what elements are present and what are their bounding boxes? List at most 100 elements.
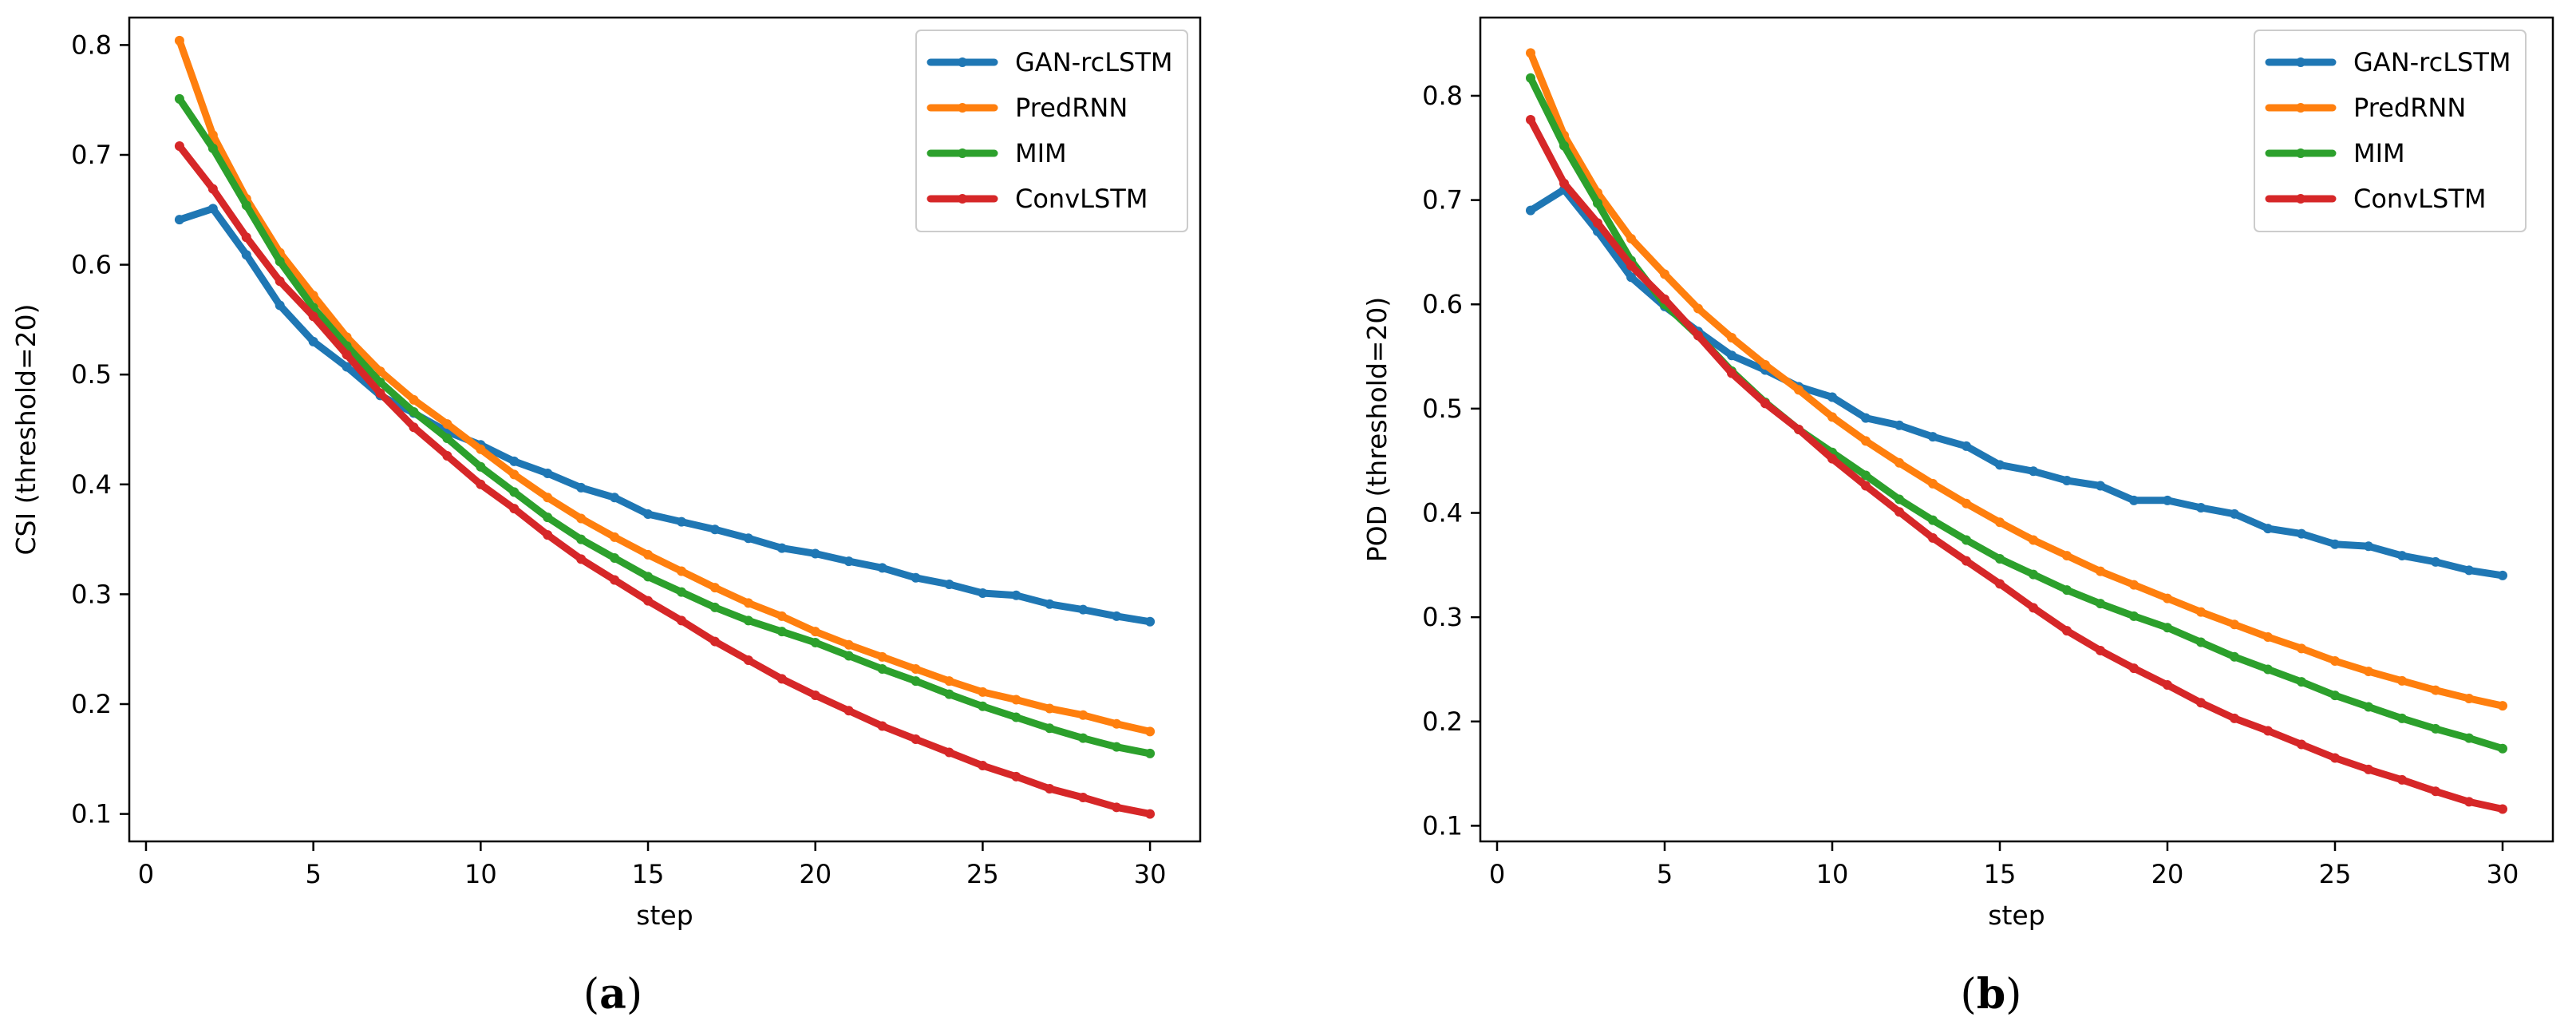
legend-a: GAN-rcLSTM PredRNN MIM ConvLSTM	[915, 30, 1188, 232]
data-point	[776, 627, 787, 637]
legend-b: GAN-rcLSTM PredRNN MIM ConvLSTM	[2254, 30, 2527, 232]
series-mim-a	[174, 93, 1156, 758]
data-point	[1078, 792, 1088, 802]
legend-marker	[2296, 103, 2305, 113]
series-gan-rclstm-a	[174, 204, 1156, 627]
data-point	[1593, 198, 1602, 208]
data-point	[2062, 551, 2072, 561]
data-point	[375, 366, 385, 377]
data-point	[1045, 783, 1055, 794]
data-point	[1827, 453, 1837, 464]
data-point	[1526, 205, 1535, 216]
data-point	[2096, 599, 2105, 609]
data-point	[911, 734, 921, 745]
data-point	[2129, 495, 2139, 505]
data-point	[2263, 726, 2273, 736]
series-line	[1527, 49, 2507, 710]
data-point	[844, 639, 854, 650]
data-point	[442, 419, 452, 429]
data-point	[2364, 764, 2373, 774]
x-tick-label: 30	[2487, 859, 2519, 889]
x-tick-label: 25	[2319, 859, 2352, 889]
legend-label: ConvLSTM	[2353, 184, 2486, 214]
data-point	[1794, 425, 1804, 434]
data-point	[2129, 580, 2139, 590]
data-point	[2129, 663, 2139, 674]
data-point	[810, 637, 820, 647]
legend-marker	[958, 194, 967, 204]
y-tick-label: 0.3	[1422, 602, 1463, 632]
data-point	[2330, 691, 2340, 701]
data-point	[810, 548, 820, 559]
data-point	[2029, 569, 2038, 580]
data-point	[944, 676, 954, 687]
x-tick-label: 25	[966, 859, 999, 889]
data-point	[610, 493, 620, 503]
x-tick-label: 30	[1134, 859, 1167, 889]
x-tick-label: 10	[1816, 859, 1849, 889]
data-point	[1145, 616, 1156, 627]
data-point	[2196, 698, 2206, 708]
legend-marker	[958, 103, 967, 113]
legend-marker	[958, 148, 967, 158]
data-point	[2297, 739, 2306, 750]
data-point	[2263, 664, 2273, 675]
data-point	[2129, 611, 2139, 621]
data-point	[1962, 441, 1971, 451]
data-point	[911, 663, 921, 674]
data-point	[509, 456, 520, 466]
data-point	[1995, 460, 2005, 470]
y-tick-label: 0.3	[71, 579, 112, 609]
legend-marker	[2296, 194, 2305, 204]
data-point	[877, 651, 887, 662]
data-point	[944, 747, 954, 758]
data-point	[1894, 507, 1904, 517]
data-point	[409, 422, 419, 433]
data-point	[308, 291, 318, 301]
data-point	[275, 300, 285, 311]
data-point	[944, 580, 954, 590]
data-point	[978, 588, 988, 599]
data-point	[2263, 631, 2273, 642]
data-point	[2431, 786, 2440, 797]
legend-marker	[958, 57, 967, 67]
data-point	[1045, 599, 1055, 609]
y-tick-label: 0.4	[71, 469, 112, 500]
data-point	[643, 596, 654, 606]
series-predrnn-a	[174, 35, 1156, 737]
data-point	[409, 406, 419, 417]
legend-label: PredRNN	[2353, 93, 2466, 123]
data-point	[1962, 535, 1971, 545]
data-point	[1660, 294, 1669, 304]
data-point	[576, 513, 587, 524]
data-point	[207, 130, 218, 140]
data-point	[1928, 515, 1938, 525]
data-point	[2397, 551, 2407, 561]
data-point	[610, 575, 620, 585]
legend-marker	[2296, 148, 2305, 158]
data-point	[1045, 703, 1055, 714]
data-point	[1660, 269, 1669, 279]
series-line	[1527, 116, 2507, 813]
data-point	[1078, 710, 1088, 720]
data-point	[1894, 457, 1904, 468]
data-point	[1894, 420, 1904, 430]
data-point	[978, 761, 988, 771]
x-tick-label: 20	[2151, 859, 2184, 889]
data-point	[877, 563, 887, 573]
caption-b-label: b	[1976, 970, 2006, 1019]
y-tick-label: 0.8	[71, 30, 112, 60]
y-tick-label: 0.7	[71, 140, 112, 170]
data-point	[174, 35, 184, 46]
data-point	[2364, 702, 2373, 712]
data-point	[776, 543, 787, 553]
series-line	[176, 37, 1154, 735]
legend-label: PredRNN	[1015, 93, 1128, 123]
data-point	[2498, 743, 2507, 754]
data-point	[810, 627, 820, 637]
data-point	[174, 215, 184, 225]
caption-a: (a)	[583, 970, 643, 1019]
data-point	[877, 663, 887, 674]
series-convlstm-a	[174, 140, 1156, 819]
y-tick-label: 0.2	[71, 689, 112, 719]
